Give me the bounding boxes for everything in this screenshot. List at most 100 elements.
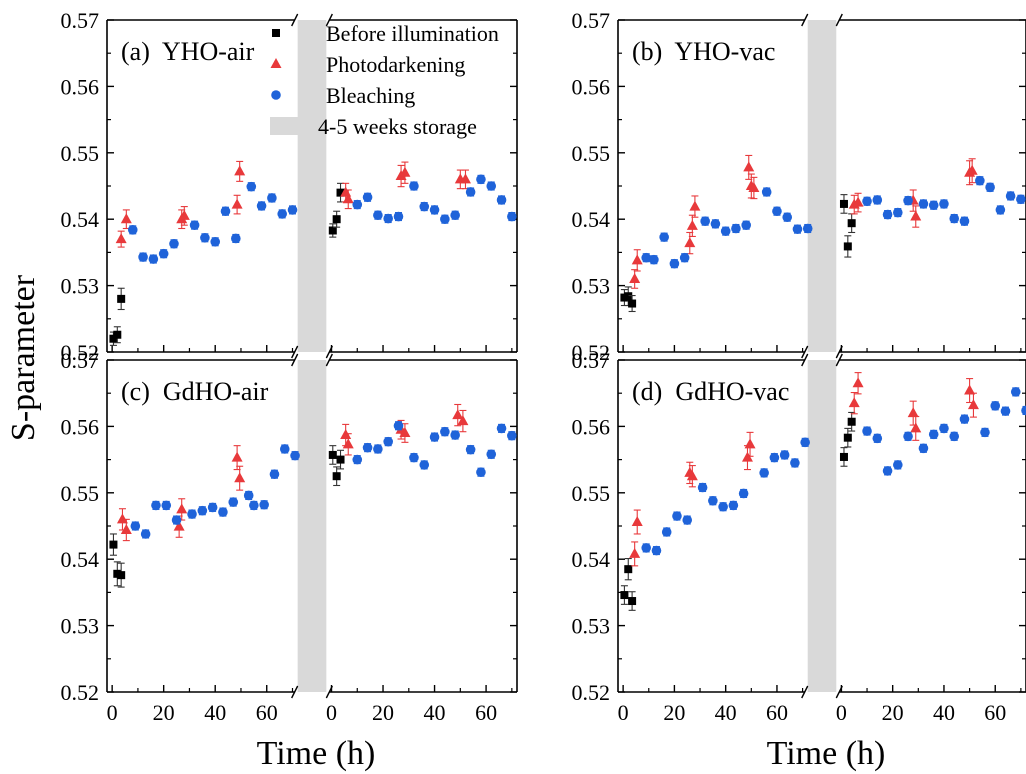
point-bleaching — [1021, 405, 1026, 416]
point-bleaching — [465, 444, 476, 455]
point-photodarkening — [686, 470, 698, 481]
point-bleaching — [409, 181, 419, 191]
legend: Before illumination Photodarkening Bleachi… — [270, 21, 499, 139]
point-bleaching — [862, 196, 872, 207]
point-bleaching — [200, 232, 210, 243]
point-bleaching — [507, 430, 517, 441]
point-photodarkening — [907, 407, 919, 418]
point-before-illumination — [839, 199, 848, 208]
point-bleaching — [682, 515, 693, 525]
x-tick-label: 0 — [836, 700, 847, 725]
point-bleaching — [718, 501, 728, 512]
point-photodarkening — [631, 254, 643, 265]
point-photodarkening — [910, 210, 922, 221]
x-tick-label: 0 — [107, 700, 118, 725]
point-bleaching — [130, 521, 141, 531]
point-photodarkening — [231, 451, 243, 462]
point-before-illumination — [117, 294, 126, 303]
point-bleaching — [383, 436, 393, 447]
axis-break-mark — [325, 13, 333, 27]
y-tick-label: 0.57 — [572, 348, 611, 373]
y-tick-label: 0.55 — [572, 141, 611, 166]
point-bleaching — [669, 258, 680, 269]
y-axis-label: S-parameter — [5, 274, 42, 441]
y-tick-label: 0.53 — [572, 274, 611, 299]
point-bleaching — [990, 401, 1001, 411]
point-bleaching — [393, 211, 404, 222]
point-photodarkening — [178, 209, 190, 220]
axis-break-mark — [291, 345, 299, 359]
x-tick-label: 0 — [326, 700, 337, 725]
point-bleaching — [352, 454, 363, 465]
axis-break-mark — [801, 353, 809, 367]
point-bleaching — [269, 469, 280, 480]
panel-title: (a) YHO-air — [121, 37, 255, 66]
point-bleaching — [700, 216, 710, 226]
point-bleaching — [419, 201, 430, 212]
point-bleaching — [1016, 194, 1026, 205]
point-bleaching — [210, 236, 221, 247]
point-bleaching — [151, 500, 161, 511]
point-bleaching — [228, 497, 239, 507]
point-bleaching — [148, 254, 159, 264]
point-bleaching — [893, 460, 903, 470]
point-before-illumination — [628, 597, 637, 606]
point-bleaching — [659, 232, 669, 242]
point-bleaching — [728, 500, 739, 511]
point-bleaching — [641, 543, 652, 553]
legend-marker-before — [272, 29, 280, 37]
point-photodarkening — [116, 513, 128, 524]
storage-band — [297, 20, 327, 352]
point-bleaching — [1005, 191, 1016, 201]
y-tick-label: 0.56 — [572, 74, 611, 99]
point-bleaching — [995, 205, 1006, 215]
legend-label: Photodarkening — [326, 52, 465, 77]
point-photodarkening — [342, 193, 354, 204]
y-tick-label: 0.56 — [61, 74, 100, 99]
x-tick-label: 20 — [372, 700, 394, 725]
point-bleaching — [290, 450, 300, 461]
point-bleaching — [287, 205, 298, 215]
axis-break-mark — [291, 13, 299, 27]
point-bleaching — [465, 187, 476, 197]
x-axis-label-right: Time (h) — [767, 735, 886, 772]
x-tick-label: 40 — [933, 700, 955, 725]
point-bleaching — [872, 433, 883, 444]
point-photodarkening — [231, 198, 243, 209]
point-bleaching — [189, 220, 200, 230]
point-before-illumination — [624, 292, 633, 301]
point-before-illumination — [620, 591, 629, 600]
point-photodarkening — [629, 547, 641, 558]
point-bleaching — [127, 225, 138, 235]
point-bleaching — [903, 431, 913, 442]
point-bleaching — [792, 224, 803, 234]
point-bleaching — [373, 444, 383, 454]
point-bleaching — [267, 193, 277, 203]
point-before-illumination — [336, 455, 345, 464]
panel-title: (b) YHO-vac — [632, 37, 775, 66]
panel-a: 0.52 0.53 0.54 0.55 0.56 0.57 (a) YHO-air — [61, 8, 518, 365]
y-tick-label: 0.55 — [61, 481, 100, 506]
point-bleaching — [207, 502, 218, 513]
point-bleaching — [259, 499, 269, 510]
panel-c: 0.52 0.53 0.54 0.55 0.56 0.57 0 20 40 60 0 20 40 60 (c… — [61, 348, 518, 725]
point-bleaching — [918, 199, 929, 209]
point-bleaching — [1000, 406, 1011, 416]
point-bleaching — [220, 206, 231, 217]
y-tick-label: 0.54 — [61, 207, 100, 232]
point-photodarkening — [452, 409, 464, 420]
legend-marker-bleaching — [271, 90, 281, 100]
point-bleaching — [672, 511, 682, 521]
point-bleaching — [738, 488, 749, 499]
y-tick-label: 0.52 — [572, 340, 611, 365]
point-bleaching — [802, 223, 813, 234]
point-bleaching — [790, 458, 800, 468]
point-photodarkening — [399, 166, 411, 177]
point-bleaching — [772, 206, 782, 217]
point-photodarkening — [629, 272, 641, 283]
y-tick-label: 0.57 — [572, 8, 611, 33]
point-bleaching — [279, 444, 290, 454]
point-photodarkening — [120, 213, 132, 224]
point-bleaching — [782, 212, 793, 223]
